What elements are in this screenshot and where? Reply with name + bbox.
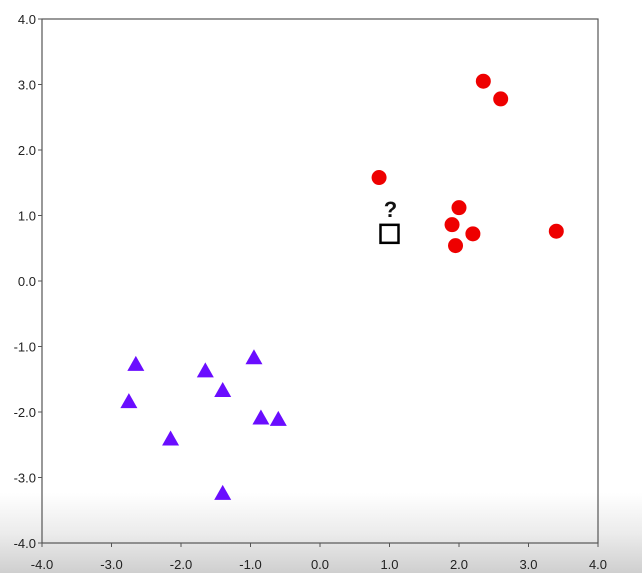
y-tick-label: -3.0 [14,471,36,486]
data-point-triangle [252,409,270,425]
data-point-triangle [120,393,138,409]
data-point-circle [493,91,509,107]
y-tick-label: -4.0 [14,536,36,551]
data-point-circle [444,217,460,233]
y-tick-label: 1.0 [18,209,36,224]
data-point-circle [475,73,491,89]
x-tick-label: -1.0 [239,557,261,572]
data-point-triangle [214,484,232,500]
x-tick-label: -4.0 [31,557,53,572]
plot-frame [41,18,599,544]
data-point-triangle [245,349,263,365]
y-tick-label: 0.0 [18,274,36,289]
data-point-circle [465,226,481,242]
data-point-triangle [214,382,232,398]
y-tick-label: -1.0 [14,340,36,355]
data-point-circle [451,200,467,216]
x-tick-label: 0.0 [311,557,329,572]
data-point-triangle [127,355,145,371]
data-point-triangle [196,362,214,378]
x-tick-label: -3.0 [100,557,122,572]
x-tick-label: 2.0 [450,557,468,572]
y-tick-label: 2.0 [18,143,36,158]
y-tick-label: 3.0 [18,78,36,93]
x-tick-label: 1.0 [380,557,398,572]
data-point-triangle [269,410,287,426]
y-tick-label: -2.0 [14,405,36,420]
x-tick-label: 4.0 [589,557,607,572]
data-point-circle [448,238,464,254]
query-point-square [379,223,400,245]
data-point-triangle [162,430,180,446]
x-tick-label: -2.0 [170,557,192,572]
data-point-circle [548,223,564,239]
x-tick-label: 3.0 [519,557,537,572]
query-point-label: ? [384,197,397,222]
y-tick-label: 4.0 [18,12,36,27]
data-point-circle [371,170,387,186]
